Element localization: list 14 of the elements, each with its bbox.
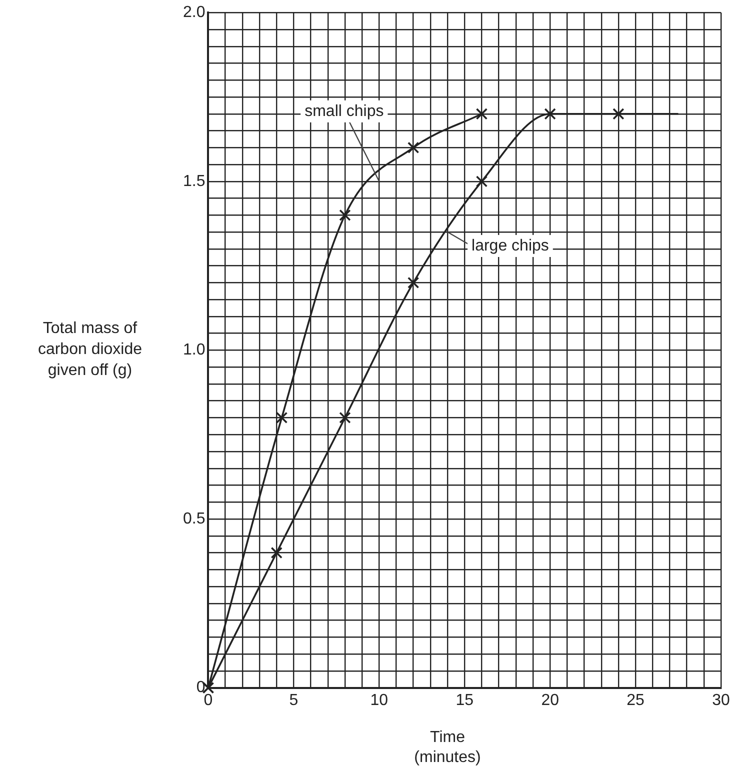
x-tick-label: 5 [289,692,298,709]
x-tick-label: 10 [370,692,388,709]
x-tick-label: 15 [456,692,474,709]
y-tick-label: 1.0 [182,342,206,359]
x-axis-title: Time (minutes) [413,728,482,768]
y-tick-label: 0.5 [182,510,206,528]
x-tick-label: 30 [712,692,730,709]
text: small chips [304,102,384,120]
x-tick-label: 20 [541,692,560,709]
series-label: large chips [472,237,549,254]
y-axis-title: Total mass of carbon dioxide given off (g) [36,319,144,381]
x-tick-label: 25 [626,692,645,709]
y-tick-label: 1.5 [182,172,206,190]
y-tick-label: 2.0 [182,4,206,22]
